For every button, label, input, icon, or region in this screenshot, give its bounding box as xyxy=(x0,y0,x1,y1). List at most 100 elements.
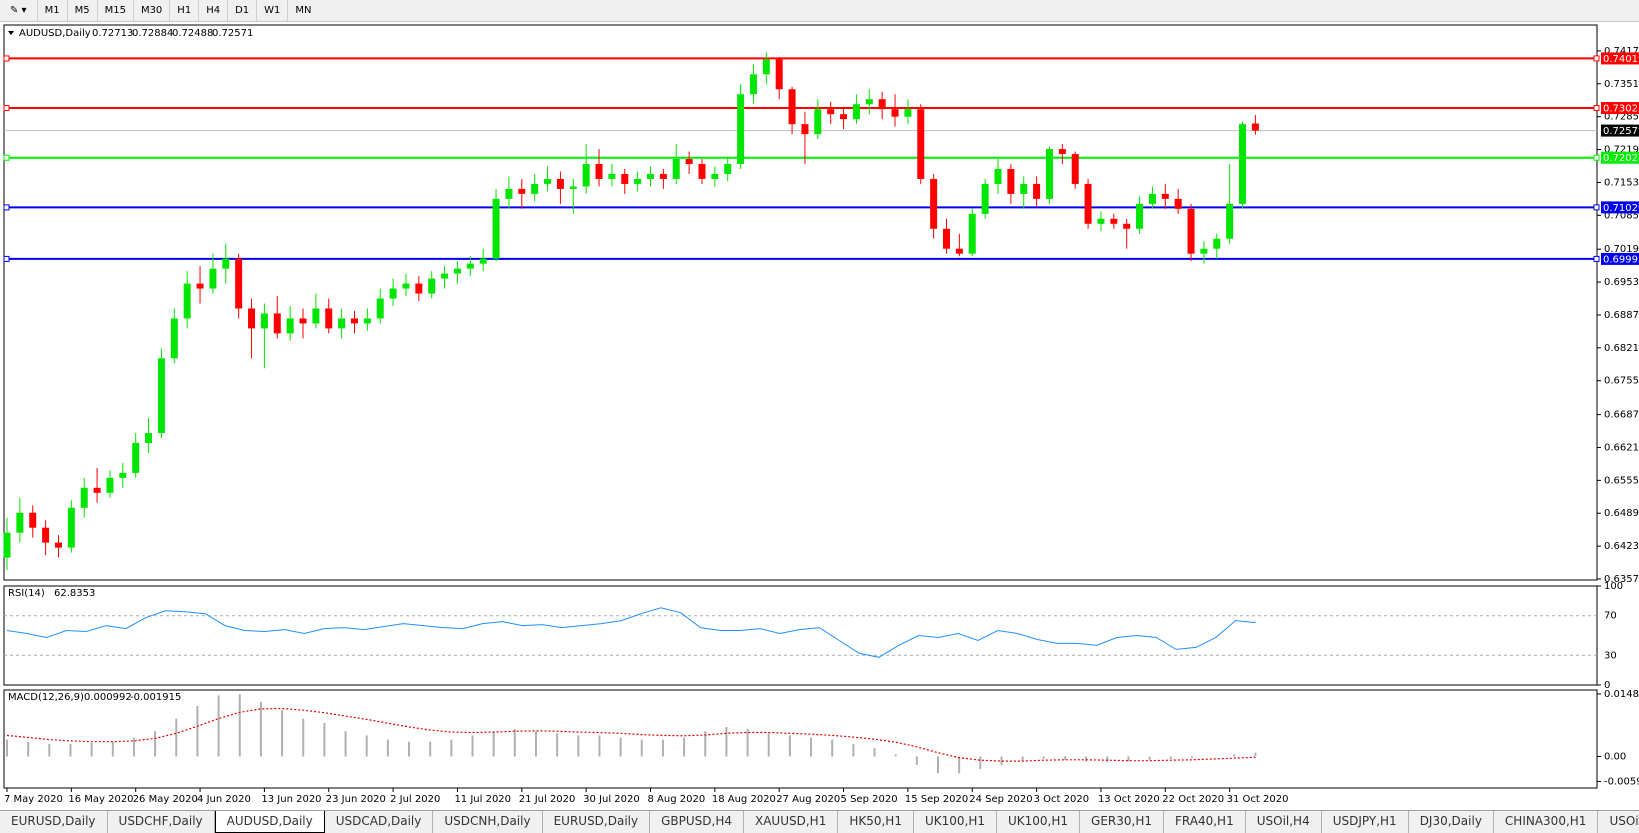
chart-tab[interactable]: XAUUSD,H1 xyxy=(744,811,839,833)
level-handle xyxy=(3,55,10,62)
candle-body xyxy=(222,258,230,269)
candle-body xyxy=(441,273,449,279)
candle-body xyxy=(1174,198,1182,209)
candle-body xyxy=(286,318,294,334)
rsi-tick-label: 30 xyxy=(1604,650,1617,661)
candle-body xyxy=(1148,193,1156,204)
level-label-bg xyxy=(1601,52,1639,65)
date-label: 23 Jun 2020 xyxy=(326,794,386,805)
panel-frame xyxy=(3,24,1598,581)
candle-body xyxy=(453,268,461,274)
candle-body xyxy=(505,188,513,199)
chart-tab[interactable]: FRA40,H1 xyxy=(1164,811,1246,833)
candle-body xyxy=(338,318,346,329)
chart-tab[interactable]: GER30,H1 xyxy=(1080,811,1164,833)
panel-frame xyxy=(3,585,1598,686)
menu-arrow xyxy=(8,31,14,35)
chart-tab[interactable]: CHINA300,H1 xyxy=(1494,811,1599,833)
macd-tick-label: -0.005938 xyxy=(1604,776,1639,787)
candle-body xyxy=(724,163,732,174)
candle-body xyxy=(428,278,436,294)
timeframe-button[interactable]: D1 xyxy=(227,0,256,21)
candle-body xyxy=(3,532,11,558)
bid-label-bg xyxy=(1601,124,1639,137)
date-label: 13 Oct 2020 xyxy=(1098,794,1160,805)
level-label: 0.71029 xyxy=(1603,203,1639,214)
candle-body xyxy=(840,114,848,120)
candle-body xyxy=(737,94,745,164)
candle-body xyxy=(762,59,770,75)
candle-body xyxy=(42,527,50,543)
chart-tab[interactable]: USDCNH,Daily xyxy=(433,811,543,833)
candle-body xyxy=(943,228,951,249)
level-handle xyxy=(3,105,10,112)
date-label: 21 Jul 2020 xyxy=(519,794,576,805)
timeframe-button[interactable]: H4 xyxy=(198,0,227,21)
date-label: 13 Jun 2020 xyxy=(261,794,321,805)
candle-body xyxy=(904,109,912,117)
candle-body xyxy=(1033,183,1041,199)
date-label: 18 Aug 2020 xyxy=(712,794,776,805)
timeframe-button[interactable]: W1 xyxy=(256,0,287,21)
timeframe-button[interactable]: MN xyxy=(287,0,318,21)
macd-tick-label: 0.014861 xyxy=(1604,689,1639,700)
timeframe-button[interactable]: M15 xyxy=(96,0,133,21)
level-label: 0.69995 xyxy=(1603,254,1639,265)
candle-body xyxy=(968,213,976,254)
candle-body xyxy=(273,313,281,334)
chart-tab[interactable]: EURUSD,Daily xyxy=(0,811,108,833)
chart-tab[interactable]: DJ30,Daily xyxy=(1409,811,1494,833)
candle-body xyxy=(531,183,539,194)
timeframe-button[interactable]: M30 xyxy=(132,0,169,21)
candle-body xyxy=(1123,223,1131,229)
candle-body xyxy=(930,178,938,229)
candle-body xyxy=(1251,123,1259,131)
candle-body xyxy=(1058,149,1066,155)
candle-body xyxy=(981,183,989,214)
level-label: 0.73023 xyxy=(1603,104,1639,115)
candle-body xyxy=(1161,193,1169,199)
candle-body xyxy=(608,173,616,179)
candle-body xyxy=(647,173,654,179)
candle-body xyxy=(621,173,629,184)
macd-signal: -0.001915 xyxy=(130,692,181,703)
candle-body xyxy=(312,308,320,324)
candle-body xyxy=(878,99,886,110)
timeframe-button[interactable]: H1 xyxy=(169,0,198,21)
timeframe-button[interactable]: M1 xyxy=(36,0,67,21)
candle-body xyxy=(1045,149,1053,199)
chart-tab[interactable]: UK100,H1 xyxy=(997,811,1081,833)
chart-tab[interactable]: USOil,H1 xyxy=(1598,811,1639,833)
ohlc-value: 0.72488 xyxy=(172,28,213,39)
candle-body xyxy=(402,283,410,289)
chart-tab[interactable]: GBPUSD,H4 xyxy=(650,811,744,833)
chart-tab[interactable]: AUDUSD,Daily xyxy=(214,811,325,833)
level-handle xyxy=(3,255,10,262)
tool-icon[interactable]: ✎ ▾ xyxy=(10,5,27,16)
level-label-bg xyxy=(1601,151,1639,164)
chart-tab[interactable]: USDCAD,Daily xyxy=(325,811,434,833)
chart-tab[interactable]: USOil,H4 xyxy=(1246,811,1322,833)
timeframe-button[interactable]: M5 xyxy=(66,0,97,21)
level-handle xyxy=(1593,105,1600,112)
candle-body xyxy=(1226,203,1234,239)
chart-tab[interactable]: USDCHF,Daily xyxy=(108,811,215,833)
chart-tab[interactable]: HK50,H1 xyxy=(838,811,914,833)
chart-tab[interactable]: UK100,H1 xyxy=(914,811,997,833)
date-label: 15 Sep 2020 xyxy=(905,794,968,805)
candle-body xyxy=(994,168,1002,184)
ohlc-value: 0.72884 xyxy=(132,28,173,39)
candle-body xyxy=(917,109,925,179)
candle-body xyxy=(132,442,140,473)
chart-tab[interactable]: EURUSD,Daily xyxy=(543,811,651,833)
level-handle xyxy=(1593,255,1600,262)
candle-body xyxy=(479,258,487,264)
chart-tab[interactable]: USDJPY,H1 xyxy=(1322,811,1409,833)
candle-body xyxy=(209,268,217,289)
level-handle xyxy=(1593,204,1600,211)
